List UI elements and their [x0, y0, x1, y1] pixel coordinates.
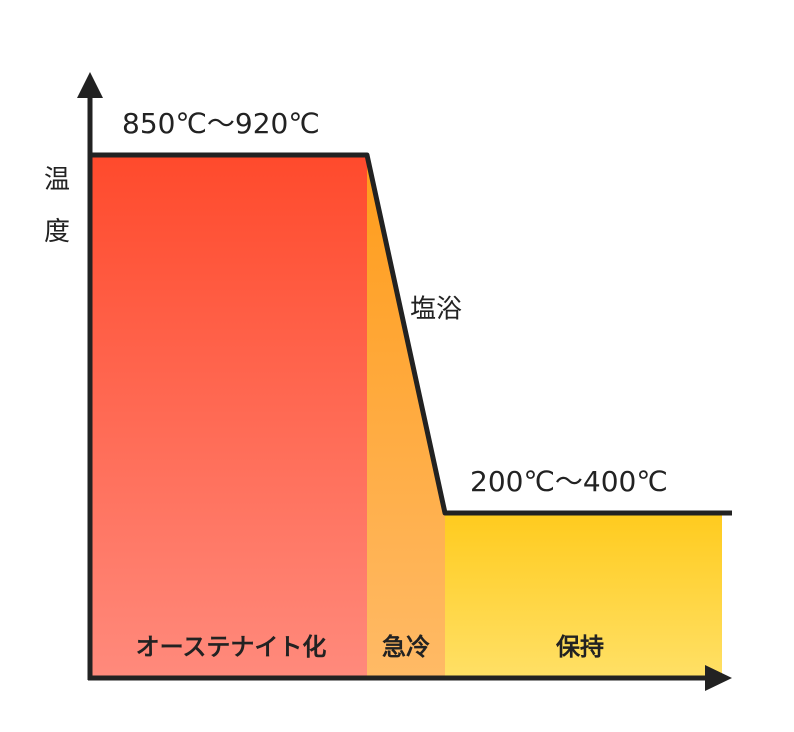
stage-label: オーステナイト化 [136, 633, 327, 661]
y-axis-label: 温度 [40, 165, 70, 269]
quench-region [367, 155, 445, 678]
stage-label: 保持 [555, 633, 604, 661]
austenitize-region [92, 155, 367, 678]
low-temp-label: 200℃〜400℃ [470, 465, 668, 498]
high-temp-label: 850℃〜920℃ [122, 107, 320, 140]
bath-label: 塩浴 [410, 295, 462, 325]
stage-label: 急冷 [382, 633, 430, 661]
y-axis-arrow [77, 72, 103, 98]
temperature-profile [92, 152, 732, 516]
hold-region [445, 513, 722, 678]
x-axis-arrow [705, 665, 732, 691]
